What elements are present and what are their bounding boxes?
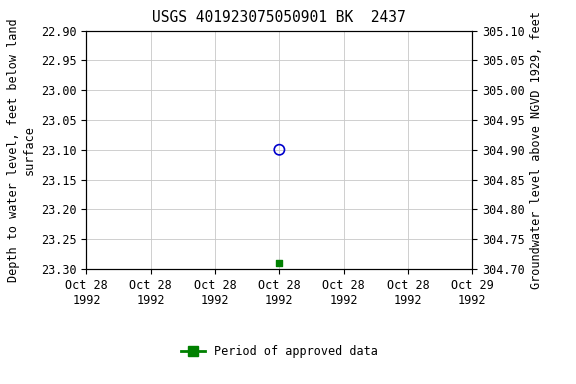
Legend: Period of approved data: Period of approved data	[176, 341, 382, 363]
Point	[275, 260, 284, 266]
Title: USGS 401923075050901 BK  2437: USGS 401923075050901 BK 2437	[153, 10, 406, 25]
Point	[275, 147, 284, 153]
Y-axis label: Groundwater level above NGVD 1929, feet: Groundwater level above NGVD 1929, feet	[530, 11, 543, 289]
Y-axis label: Depth to water level, feet below land
surface: Depth to water level, feet below land su…	[7, 18, 36, 281]
